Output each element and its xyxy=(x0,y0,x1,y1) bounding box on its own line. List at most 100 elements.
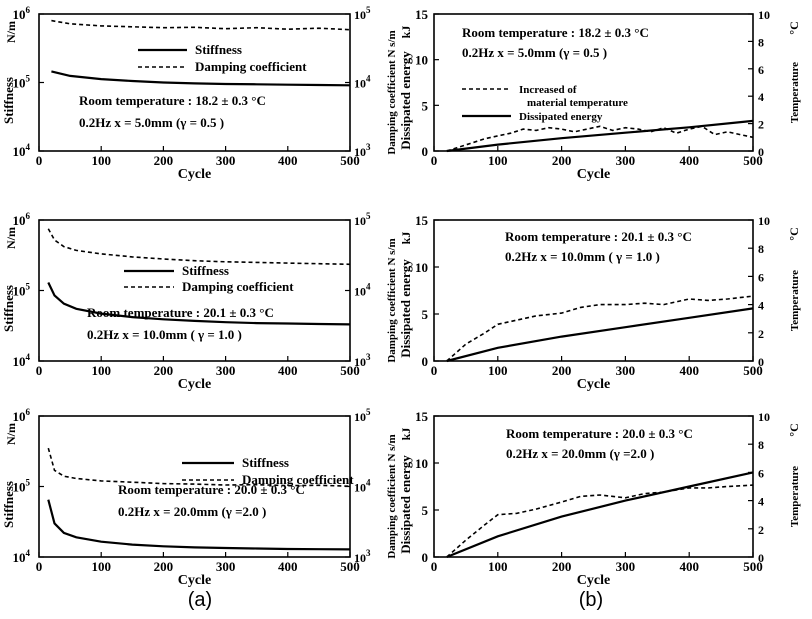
x-axis-label: Cycle xyxy=(577,167,610,182)
y-tick-exp: 6 xyxy=(26,211,31,221)
x-tick-label: 100 xyxy=(91,559,111,574)
y-tick-label: 0 xyxy=(422,550,429,565)
x-tick-label: 300 xyxy=(216,559,236,574)
y-tick-base: 10 xyxy=(13,550,26,565)
y2-tick-label: 0 xyxy=(758,355,764,369)
y-tick-label: 10 xyxy=(415,456,428,471)
legend-label: Damping coefficient xyxy=(195,59,307,74)
y2-tick-label: 6 xyxy=(758,63,764,77)
y2-tick-base: 10 xyxy=(354,481,366,495)
chart-b2: 0 100 200 300 400 500Cycle0510150246810Dissip… xyxy=(398,213,801,392)
x-tick-label: 500 xyxy=(340,153,360,168)
y2-axis-unit: °C xyxy=(787,423,801,436)
y-tick-label: 105 xyxy=(13,74,31,91)
y-tick-base: 10 xyxy=(13,76,26,91)
x-tick-label: 0 xyxy=(36,559,43,574)
y2-tick-label: 0 xyxy=(758,551,764,565)
y-axis-label: Dissipated energy xyxy=(398,51,413,150)
y-tick-label: 15 xyxy=(415,409,429,424)
y-tick-label: 105 xyxy=(13,282,31,299)
y2-tick-exp: 3 xyxy=(366,548,371,558)
series-line-solid xyxy=(47,282,351,326)
y2-tick-base: 10 xyxy=(354,410,366,424)
y2-tick-label: 104 xyxy=(354,282,371,299)
y-tick-label: 0 xyxy=(422,354,429,369)
y-tick-label: 5 xyxy=(422,307,429,322)
series-line-dashed xyxy=(47,447,351,487)
y-tick-base: 10 xyxy=(13,7,26,22)
plot-frame xyxy=(433,415,754,558)
x-tick-label: 200 xyxy=(552,153,572,168)
y-tick-base: 10 xyxy=(13,213,26,228)
x-tick-label: 300 xyxy=(616,153,636,168)
x-tick-label: 0 xyxy=(36,153,43,168)
y-tick-label: 104 xyxy=(13,548,31,565)
y2-tick-label: 6 xyxy=(758,270,764,284)
y-tick-exp: 5 xyxy=(26,282,31,292)
annotation: 0.2Hz x = 20.0mm (γ =2.0 ) xyxy=(118,504,266,519)
annotation: 0.2Hz x = 10.0mm ( γ = 1.0 ) xyxy=(87,327,242,342)
y2-tick-label: 2 xyxy=(758,327,764,341)
y-tick-base: 10 xyxy=(13,284,26,299)
y2-tick-exp: 3 xyxy=(366,352,371,362)
x-tick-label: 200 xyxy=(552,363,572,378)
x-axis-label: Cycle xyxy=(178,377,211,392)
series-line-solid xyxy=(446,307,754,363)
y2-tick-label: 0 xyxy=(758,145,764,159)
y-axis-unit: N/m xyxy=(4,21,18,43)
series-line-solid xyxy=(446,471,754,559)
plot-frame xyxy=(433,219,754,362)
annotation: Room temperature : 20.0 ± 0.3 °C xyxy=(506,426,693,441)
y2-tick-exp: 5 xyxy=(366,407,371,417)
y-tick-exp: 6 xyxy=(26,5,31,15)
y-tick-base: 10 xyxy=(13,354,26,369)
x-tick-label: 0 xyxy=(431,153,438,168)
y2-tick-label: 10 xyxy=(758,214,770,228)
series-line-dashed xyxy=(446,125,754,152)
y2-axis-label: Damping coefficient N s/m xyxy=(386,434,398,558)
y2-tick-label: 4 xyxy=(758,299,764,313)
annotation: 0.2Hz x = 5.0mm (γ = 0.5 ) xyxy=(462,45,607,60)
y2-tick-label: 2 xyxy=(758,118,764,132)
y-tick-label: 106 xyxy=(13,5,31,22)
x-tick-label: 200 xyxy=(154,153,174,168)
chart-a2: 0 100 200 300 400 500Cycle104105106103104105S… xyxy=(1,211,398,392)
y2-tick-exp: 3 xyxy=(366,142,371,152)
y2-tick-base: 10 xyxy=(354,214,366,228)
y2-tick-label: 10 xyxy=(758,410,770,424)
y2-tick-label: 105 xyxy=(354,407,371,424)
legend-label: Dissipated energy xyxy=(519,111,603,123)
y2-tick-label: 6 xyxy=(758,466,764,480)
y-tick-label: 106 xyxy=(13,407,31,424)
y-axis-unit: kJ xyxy=(399,26,413,39)
y2-tick-exp: 5 xyxy=(366,5,371,15)
x-axis-label: Cycle xyxy=(178,167,211,182)
y-tick-label: 106 xyxy=(13,211,31,228)
y2-tick-base: 10 xyxy=(354,145,366,159)
y2-tick-label: 2 xyxy=(758,523,764,537)
series-line-solid xyxy=(446,119,754,153)
legend-label: Stiffness xyxy=(242,455,289,470)
x-axis-label: Cycle xyxy=(577,573,610,588)
y-tick-label: 104 xyxy=(13,142,31,159)
legend-label-line2: material temperature xyxy=(527,97,628,109)
y2-axis-label: Temperature xyxy=(789,62,801,123)
y2-axis-label: Damping coefficient N s/m xyxy=(386,238,398,362)
x-tick-label: 0 xyxy=(36,363,43,378)
y2-tick-label: 8 xyxy=(758,438,764,452)
series-line-dashed xyxy=(446,484,754,558)
y2-tick-label: 10 xyxy=(758,8,770,22)
x-tick-label: 300 xyxy=(216,153,236,168)
y2-tick-label: 103 xyxy=(354,142,371,159)
y-axis-label: Stiffness xyxy=(1,77,16,124)
x-tick-label: 100 xyxy=(488,559,508,574)
y2-tick-base: 10 xyxy=(354,355,366,369)
x-axis-label: Cycle xyxy=(577,377,610,392)
x-tick-label: 500 xyxy=(743,153,763,168)
y2-tick-label: 103 xyxy=(354,352,371,369)
y2-tick-exp: 4 xyxy=(366,74,371,84)
y-tick-base: 10 xyxy=(13,409,26,424)
annotation: 0.2Hz x = 20.0mm (γ =2.0 ) xyxy=(506,446,654,461)
y2-tick-label: 105 xyxy=(354,5,371,22)
y-axis-label: Stiffness xyxy=(1,285,16,332)
